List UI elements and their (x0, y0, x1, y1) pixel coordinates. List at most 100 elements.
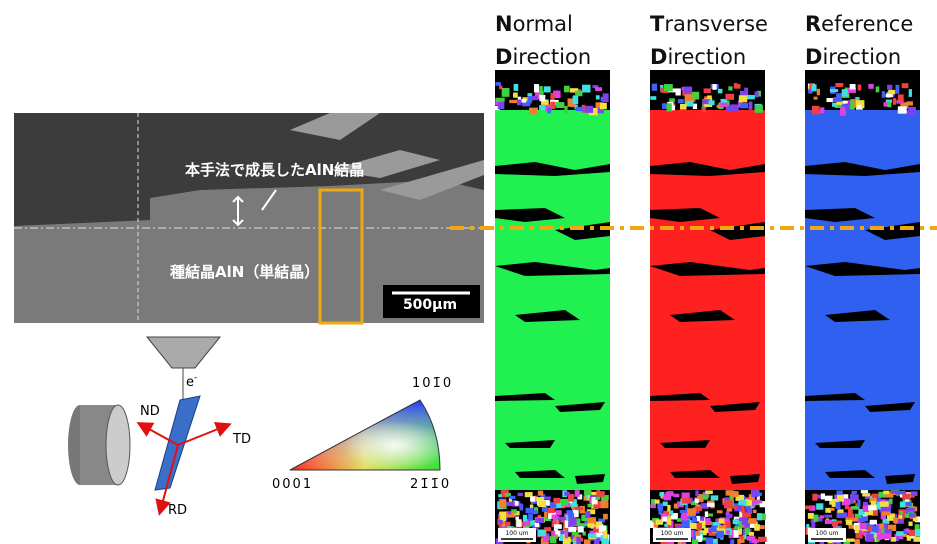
grain (556, 102, 565, 108)
grain (518, 493, 523, 496)
grain (825, 496, 832, 501)
grain (585, 511, 590, 518)
grain (754, 524, 760, 531)
grain (516, 519, 521, 527)
grain (506, 502, 513, 506)
grain (887, 85, 892, 90)
grain (696, 523, 702, 531)
grain (902, 494, 910, 500)
grain (712, 522, 719, 526)
grain (539, 86, 542, 95)
grain (835, 502, 840, 509)
grain (720, 103, 728, 107)
grain (911, 491, 918, 496)
grain (560, 531, 564, 535)
grain (718, 89, 723, 93)
grain (695, 499, 699, 503)
grain (605, 540, 609, 544)
grain (719, 525, 726, 528)
grain (576, 537, 580, 544)
grain (862, 493, 870, 496)
grain (585, 106, 593, 113)
grain (529, 108, 538, 115)
grain (816, 503, 823, 509)
grain (587, 504, 592, 508)
grain (564, 492, 570, 496)
grain (530, 496, 535, 501)
grain (669, 98, 675, 102)
grain (898, 106, 907, 113)
grain (663, 502, 668, 507)
grain (847, 538, 855, 541)
grain (555, 510, 562, 515)
grain (913, 537, 920, 542)
grain (704, 88, 711, 93)
grain (882, 511, 890, 515)
grain (595, 497, 600, 500)
grain (905, 528, 909, 532)
title-line: Transverse (650, 8, 768, 41)
electron-gun (147, 337, 220, 368)
grain (575, 91, 582, 97)
key-left: 0001 (272, 477, 313, 492)
grain (692, 518, 697, 523)
grain (868, 526, 872, 531)
grain (889, 499, 892, 504)
grain (749, 102, 753, 110)
grain (706, 537, 713, 544)
grain (575, 507, 583, 510)
grain (847, 514, 854, 519)
grain (515, 516, 519, 519)
grain (544, 86, 551, 92)
key-right: 21̄1̄0 (410, 477, 451, 492)
beam-label: e- (186, 373, 197, 390)
grain (868, 84, 873, 89)
grain (600, 500, 608, 508)
grain (678, 99, 684, 103)
grain (687, 508, 696, 515)
grain (805, 506, 812, 510)
grain (499, 512, 506, 515)
grain (664, 84, 673, 91)
grain (514, 84, 519, 91)
sample-face (106, 405, 130, 485)
scale-label: 100 um (815, 530, 838, 537)
grain (868, 505, 877, 510)
grain (898, 94, 904, 102)
grain (856, 533, 863, 538)
grain (496, 98, 505, 102)
grain (565, 520, 568, 528)
grain (523, 515, 527, 522)
grain (650, 96, 656, 100)
grain (908, 530, 915, 536)
grain (538, 500, 546, 507)
title-line: Normal (495, 8, 591, 41)
grain (747, 536, 756, 541)
grain (726, 514, 732, 518)
grain (850, 494, 859, 500)
grain (533, 510, 537, 514)
grain (730, 539, 734, 544)
scale-label: 100 um (505, 530, 528, 537)
grain (854, 539, 859, 544)
grain (711, 495, 719, 500)
grain (830, 89, 838, 92)
grain (814, 97, 818, 100)
grain (738, 500, 746, 505)
grain (824, 515, 832, 518)
grain (603, 514, 608, 520)
grain (900, 501, 906, 507)
beam-text: e (186, 375, 194, 390)
grain (748, 518, 756, 524)
grain (538, 491, 543, 496)
grain (758, 537, 767, 542)
grain (685, 94, 693, 101)
grain (652, 84, 657, 91)
grain (857, 499, 860, 506)
grain (845, 104, 850, 110)
grain (707, 503, 715, 507)
grain (560, 534, 563, 541)
grain (556, 503, 561, 508)
grain (906, 101, 912, 105)
